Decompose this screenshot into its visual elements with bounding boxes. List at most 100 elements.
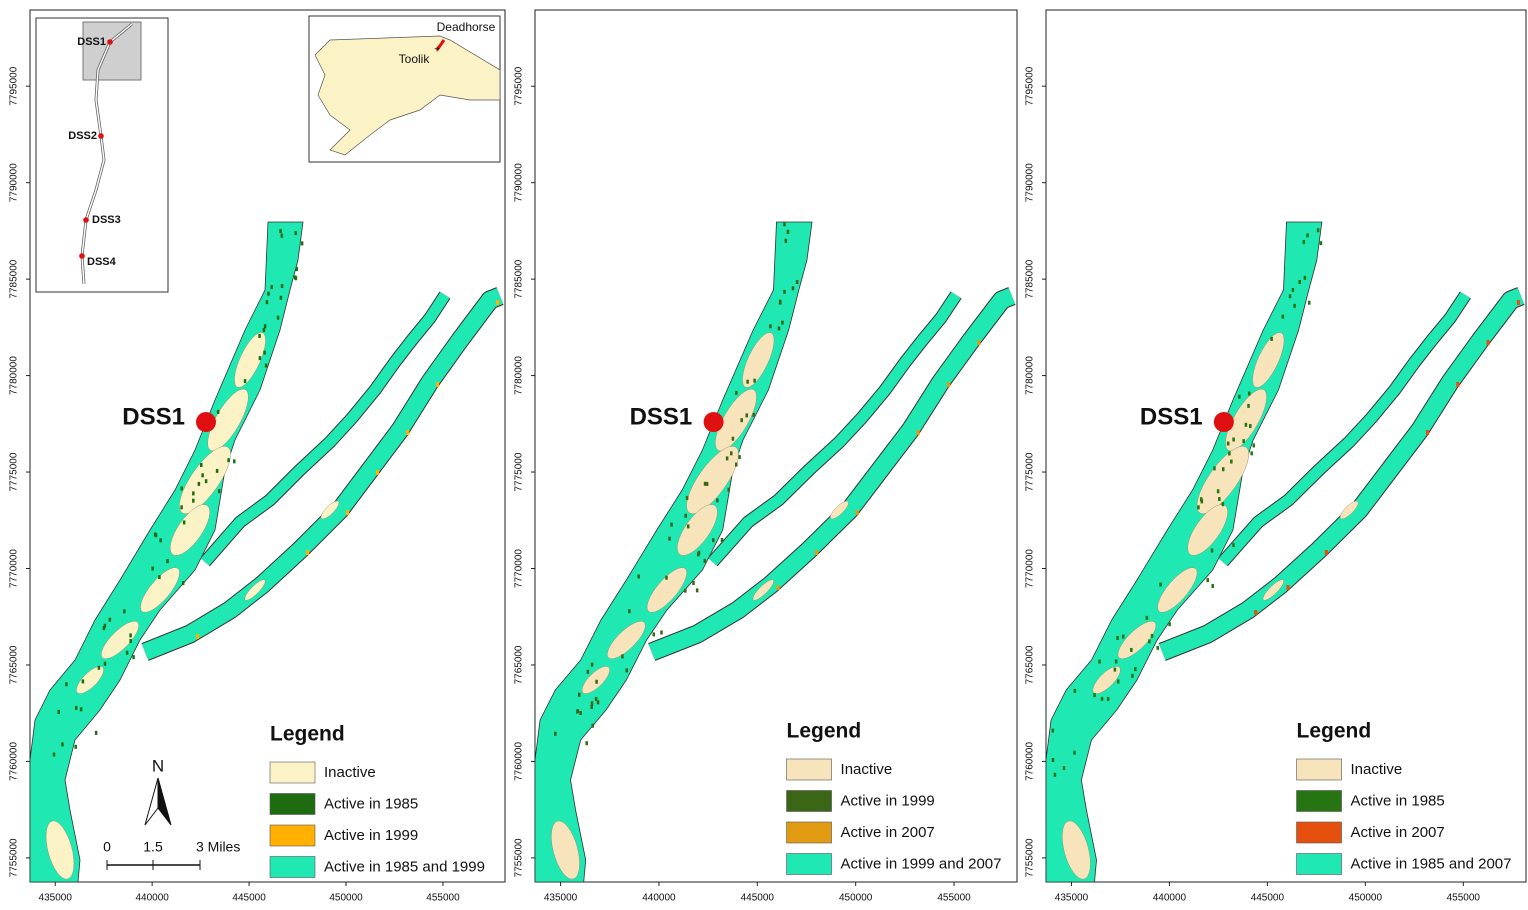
active-speck [585,741,588,745]
active-speck [264,324,267,328]
y-tick-label: 7770000 [9,549,20,588]
active-speck [1304,276,1307,280]
legend-swatch [1297,759,1342,780]
active-speck [205,479,208,483]
legend-label: Inactive [324,764,376,781]
active-speck [258,334,261,338]
active-speck [753,379,756,383]
active-speck [1218,497,1221,501]
active-speck [783,222,786,226]
active-speck [1211,549,1214,553]
active-speck [1252,443,1255,447]
active-speck [665,576,668,580]
x-tick-label: 455000 [426,893,460,904]
active-speck [730,451,733,455]
legend-title: Legend [1297,720,1372,743]
active-speck [61,742,64,746]
legend-label: Active in 1999 and 2007 [841,855,1002,872]
active-speck [406,430,409,435]
active-speck [591,663,594,667]
active-speck [1134,667,1137,671]
x-tick-label: 435000 [39,893,73,904]
active-speck [628,609,631,613]
legend-swatch [787,759,832,780]
active-speck [1052,729,1055,733]
active-speck [917,430,920,435]
active-speck [74,745,77,749]
active-speck [104,662,107,666]
active-speck [53,753,56,757]
active-speck [295,276,298,280]
active-speck [781,321,784,325]
active-speck [436,382,439,387]
active-speck [1054,773,1057,777]
active-speck [263,351,266,355]
active-speck [704,482,707,486]
active-speck [579,711,582,715]
active-speck [1227,441,1230,445]
active-speck [652,632,655,636]
active-speck [796,280,799,284]
active-speck [716,498,719,502]
inset-extent [83,22,141,80]
active-speck [732,437,735,441]
scale-label: 1.5 [143,839,163,855]
legend-swatch [787,791,832,812]
active-speck [182,581,185,585]
active-speck [1325,550,1328,555]
active-speck [625,668,628,672]
active-speck [1206,578,1209,582]
active-speck [1232,438,1235,442]
active-speck [1148,639,1151,643]
active-speck [1245,423,1248,427]
active-speck [155,533,158,537]
active-speck [1093,693,1096,697]
active-speck [1228,451,1231,455]
active-speck [80,707,83,711]
active-speck [769,324,772,328]
map-frame [535,10,1017,882]
legend-swatch [1297,854,1342,875]
active-speck [815,550,818,555]
active-speck [196,634,199,639]
active-speck [1222,467,1225,471]
x-tick-label: 435000 [544,893,578,904]
y-tick-label: 7760000 [1025,742,1036,781]
legend-label: Active in 1985 and 2007 [1351,855,1512,872]
active-speck [267,292,270,296]
inset-site [79,253,85,259]
site-marker [196,412,216,432]
active-speck [227,458,230,462]
legend-swatch [270,794,315,815]
y-tick-label: 7785000 [9,259,20,298]
active-speck [591,724,594,728]
legend-label: Active in 1999 [841,792,935,809]
active-speck [192,499,195,503]
legend-label: Inactive [841,761,893,778]
active-speck [712,538,715,542]
legend-swatch [787,822,832,843]
active-speck [1456,382,1459,387]
active-speck [687,524,690,528]
y-tick-label: 7785000 [514,259,525,298]
active-speck [1122,635,1125,639]
x-tick-label: 455000 [1447,893,1481,904]
legend-swatch [270,825,315,846]
active-speck [1211,584,1214,588]
active-speck [726,456,729,460]
active-speck [1217,489,1220,493]
x-tick-label: 440000 [1153,893,1187,904]
active-speck [1242,439,1245,443]
active-speck [1426,430,1429,435]
y-tick-label: 7760000 [514,742,525,781]
legend-swatch [270,762,315,783]
active-speck [270,285,273,289]
active-speck [266,300,269,304]
legend-swatch [270,857,315,878]
active-speck [1298,280,1301,284]
legend-label: Inactive [1351,761,1403,778]
legend-swatch [1297,822,1342,843]
y-tick-label: 7790000 [514,163,525,202]
active-speck [151,567,154,571]
y-tick-label: 7760000 [9,742,20,781]
